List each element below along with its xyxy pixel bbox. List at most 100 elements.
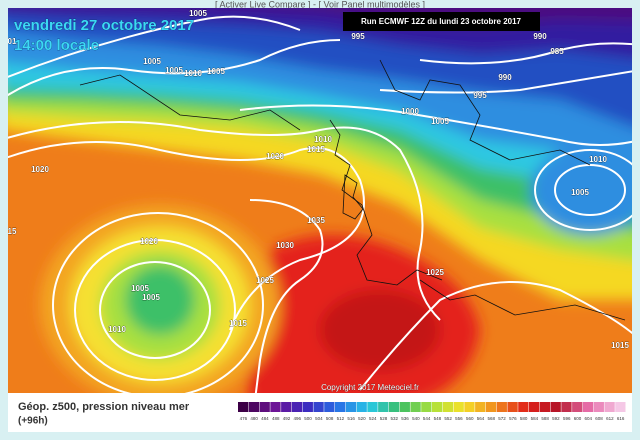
scale-label: 488 bbox=[272, 416, 280, 421]
isobar bbox=[8, 39, 341, 97]
scale-swatch bbox=[561, 402, 572, 412]
scale-label: 616 bbox=[617, 416, 625, 421]
scale-swatch bbox=[529, 402, 540, 412]
isobar-label: 1010 bbox=[589, 155, 607, 164]
scale-label: 576 bbox=[509, 416, 517, 421]
run: Run ECMWF 12Z du lundi 23 octobre 2017 bbox=[361, 17, 522, 26]
isobar-label: 995 bbox=[351, 32, 365, 41]
scale-swatch bbox=[421, 402, 432, 412]
isobar bbox=[239, 104, 632, 146]
scale-label: 600 bbox=[574, 416, 582, 421]
isobar-label: 1010 bbox=[314, 135, 332, 144]
isobar-label: 1015 bbox=[611, 341, 629, 350]
scale-swatch bbox=[615, 402, 626, 412]
isobar bbox=[52, 212, 264, 393]
scale-label: 552 bbox=[444, 416, 452, 421]
top-links[interactable]: [ Activer Live Compare ] - [ Voir Panel … bbox=[215, 0, 425, 9]
scale-swatch bbox=[367, 402, 378, 412]
scale-label: 484 bbox=[261, 416, 269, 421]
isobar-label: 995 bbox=[473, 91, 487, 100]
scale-label: 564 bbox=[477, 416, 485, 421]
isobar-label: 1005 bbox=[189, 9, 207, 18]
scale-label: 500 bbox=[304, 416, 312, 421]
scale-swatch bbox=[604, 402, 615, 412]
scale-label: 604 bbox=[585, 416, 593, 421]
scale-swatch bbox=[507, 402, 518, 412]
scale-label: 568 bbox=[488, 416, 496, 421]
isobar-label: 1005 bbox=[571, 188, 589, 197]
scale-swatch bbox=[432, 402, 443, 412]
isobar-label: 1020 bbox=[266, 152, 284, 161]
isobar bbox=[359, 281, 632, 391]
scale-swatch bbox=[572, 402, 583, 412]
scale-swatch bbox=[399, 402, 410, 412]
scale-label: 496 bbox=[294, 416, 302, 421]
scale-label: 504 bbox=[315, 416, 323, 421]
scale-swatch bbox=[410, 402, 421, 412]
scale-label: 596 bbox=[563, 416, 571, 421]
scale-label: 608 bbox=[595, 416, 603, 421]
isobar bbox=[379, 70, 632, 94]
isobar-label: 1005 bbox=[131, 284, 149, 293]
isobar-label: 1030 bbox=[276, 241, 294, 250]
isobar-label: 990 bbox=[533, 32, 547, 41]
isobar-label: 01 bbox=[8, 37, 17, 46]
scale-swatch bbox=[453, 402, 464, 412]
isobar-label: 1015 bbox=[229, 319, 247, 328]
scale-swatch bbox=[378, 402, 389, 412]
color-scale: 476 480 484 488 492 496 500 504 508 512 516 520 524 5… bbox=[238, 402, 626, 421]
scale-label: 536 bbox=[401, 416, 409, 421]
scale-label: 580 bbox=[520, 416, 528, 421]
isobar-label: 1015 bbox=[307, 145, 325, 154]
scale-label: 512 bbox=[337, 416, 345, 421]
scale-label: 480 bbox=[250, 416, 258, 421]
scale-label: 544 bbox=[423, 416, 431, 421]
isobar bbox=[419, 42, 632, 65]
isobar-label: 1005 bbox=[207, 67, 225, 76]
isobar-label: 1005 bbox=[143, 57, 161, 66]
copyright: Copyright 2017 Meteociel.fr bbox=[321, 383, 419, 392]
isobar bbox=[99, 261, 211, 359]
scale-swatch bbox=[518, 402, 529, 412]
isobar-label: 990 bbox=[498, 73, 512, 82]
isobar bbox=[534, 149, 632, 231]
scale-swatch bbox=[313, 402, 324, 412]
scale-swatch bbox=[388, 402, 400, 412]
scale-swatch bbox=[442, 402, 454, 412]
height-field bbox=[8, 8, 632, 393]
height-band bbox=[320, 290, 440, 370]
isobar-label: 1035 bbox=[307, 216, 325, 225]
isobar bbox=[8, 15, 301, 78]
scale-swatch bbox=[485, 402, 497, 412]
scale-swatch bbox=[291, 402, 303, 412]
scale-swatch bbox=[335, 402, 346, 412]
scale-swatch bbox=[270, 402, 281, 412]
isobar-label: 1020 bbox=[140, 237, 158, 246]
isobar-label: 1010 bbox=[184, 69, 202, 78]
isobar-label: 1020 bbox=[31, 165, 49, 174]
scale-label: 548 bbox=[434, 416, 442, 421]
scale-label: 476 bbox=[240, 416, 248, 421]
isobar bbox=[8, 141, 365, 331]
isobars bbox=[8, 15, 632, 393]
scale-label: 524 bbox=[369, 416, 377, 421]
scale-label: 528 bbox=[380, 416, 388, 421]
scale-label: 540 bbox=[412, 416, 420, 421]
isobar bbox=[74, 239, 236, 381]
isobar-label: 1025 bbox=[256, 276, 274, 285]
scale-label: 532 bbox=[391, 416, 399, 421]
scale-label: 560 bbox=[466, 416, 474, 421]
isobar-label: 1000 bbox=[401, 107, 419, 116]
scale-label: 556 bbox=[455, 416, 463, 421]
scale-swatch bbox=[550, 402, 561, 412]
isobar-label: 1005 bbox=[142, 293, 160, 302]
scale-label: 572 bbox=[498, 416, 506, 421]
isobar bbox=[249, 199, 324, 393]
date: vendredi 27 octobre 2017 bbox=[14, 17, 194, 34]
isobar bbox=[8, 121, 441, 321]
isobar-label: 1005 bbox=[165, 66, 183, 75]
scale-label: 588 bbox=[541, 416, 549, 421]
scale-swatch bbox=[593, 402, 604, 412]
